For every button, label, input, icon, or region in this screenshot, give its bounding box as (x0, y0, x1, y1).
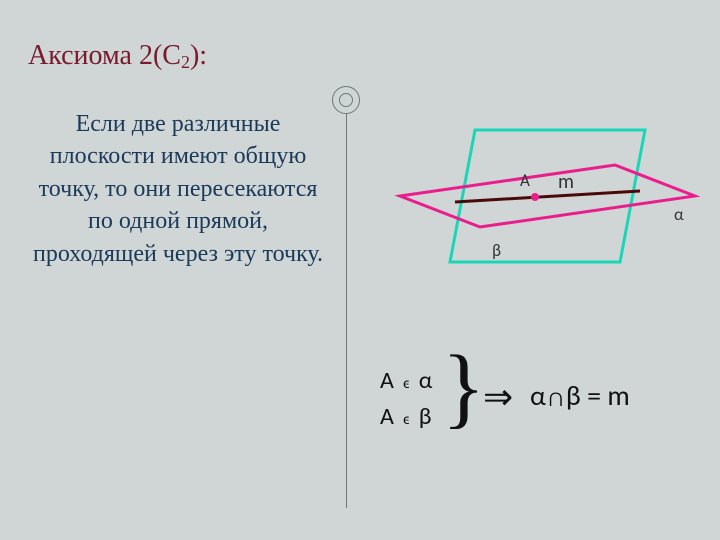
title-prefix: Аксиома 2(С (28, 40, 181, 71)
axiom-body-text: Если две различные плоскости имеют общую… (28, 108, 328, 270)
brace-icon: } (442, 336, 485, 439)
implies-icon: ⇒ (483, 376, 513, 418)
planes-intersection-diagram: A m α β (380, 120, 700, 300)
label-plane-beta: β (492, 240, 501, 261)
title-suffix: ): (190, 40, 207, 71)
formula-a2: A (380, 402, 394, 431)
point-a (531, 193, 539, 201)
intersection-icon: ∩ (546, 381, 566, 413)
formula-block: A ϵ α A ϵ β } ⇒ α∩β = m (380, 350, 700, 470)
formula-conclusion: α∩β = m (530, 378, 630, 413)
formula-m: m (607, 378, 629, 413)
divider-ornament (332, 86, 360, 114)
vertical-divider (346, 113, 347, 508)
formula-beta2: β (566, 378, 581, 413)
element-of-icon: ϵ (399, 411, 413, 429)
intersection-line-m (455, 191, 640, 202)
formula-beta1: β (419, 402, 432, 431)
formula-premise-1: A ϵ α (380, 366, 432, 395)
formula-alpha1: α (419, 366, 433, 395)
title-subscript: 2 (181, 52, 190, 72)
formula-a1: A (380, 366, 394, 395)
label-line-m: m (558, 170, 574, 194)
label-plane-alpha: α (674, 204, 684, 225)
label-point-a: A (520, 170, 530, 191)
element-of-icon: ϵ (399, 375, 413, 393)
formula-alpha2: α (530, 378, 546, 413)
axiom-title: Аксиома 2(С2): (28, 40, 207, 72)
formula-eq: = (581, 378, 608, 413)
formula-premise-2: A ϵ β (380, 402, 432, 431)
